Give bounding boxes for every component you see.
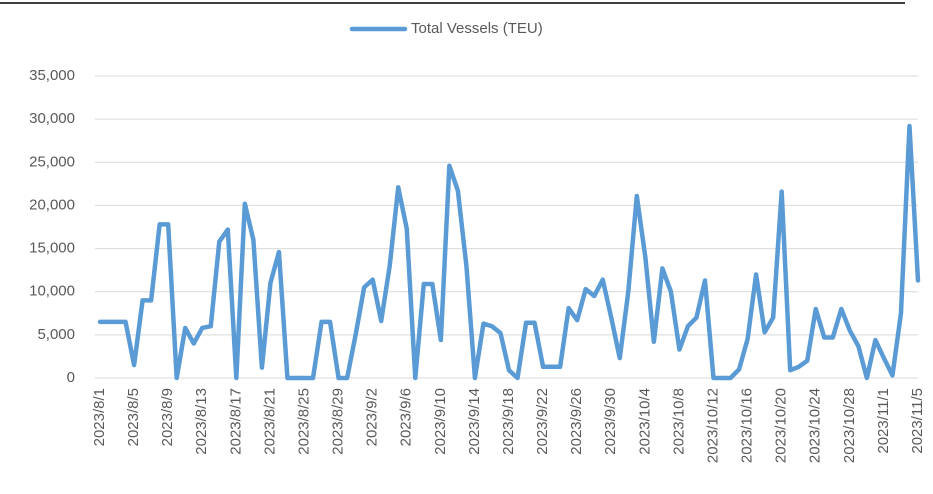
x-tick-label: 2023/10/16 [739, 388, 756, 463]
series-line [97, 123, 921, 381]
x-tick-label: 2023/10/24 [807, 388, 824, 463]
legend-label: Total Vessels (TEU) [411, 20, 543, 37]
x-tick-label: 2023/8/25 [295, 388, 312, 455]
x-tick-label: 2023/9/30 [602, 388, 619, 455]
x-tick-label: 2023/9/2 [364, 388, 381, 446]
x-tick-label: 2023/8/9 [159, 388, 176, 446]
x-tick-label: 2023/8/5 [125, 388, 142, 446]
x-tick-label: 2023/10/28 [841, 388, 858, 463]
x-tick-label: 2023/9/18 [500, 388, 517, 455]
x-tick-label: 2023/10/4 [636, 388, 653, 455]
x-tick-label: 2023/10/12 [704, 388, 721, 463]
y-tick-label: 10,000 [29, 283, 75, 300]
x-tick-label: 2023/9/6 [398, 388, 415, 446]
x-tick-label: 2023/8/13 [193, 388, 210, 455]
y-tick-label: 30,000 [29, 110, 75, 127]
y-tick-label: 20,000 [29, 196, 75, 213]
x-tick-label: 2023/10/20 [773, 388, 790, 463]
x-tick-label: 2023/9/10 [432, 388, 449, 455]
y-tick-label: 0 [67, 369, 75, 386]
x-tick-label: 2023/8/29 [330, 388, 347, 455]
x-tick-label: 2023/10/8 [670, 388, 687, 455]
y-tick-label: 35,000 [29, 67, 75, 84]
x-tick-label: 2023/11/1 [875, 388, 892, 454]
x-tick-label: 2023/9/26 [568, 388, 585, 455]
x-tick-label: 2023/8/17 [227, 388, 244, 455]
x-tick-label: 2023/8/1 [91, 388, 108, 446]
x-tick-label: 2023/9/22 [534, 388, 551, 455]
y-tick-label: 25,000 [29, 153, 75, 170]
x-tick-label: 2023/11/5 [909, 388, 926, 454]
x-tick-label: 2023/9/14 [466, 388, 483, 455]
y-tick-label: 15,000 [29, 240, 75, 257]
x-tick-label: 2023/8/21 [261, 388, 278, 455]
y-tick-label: 5,000 [37, 326, 75, 343]
